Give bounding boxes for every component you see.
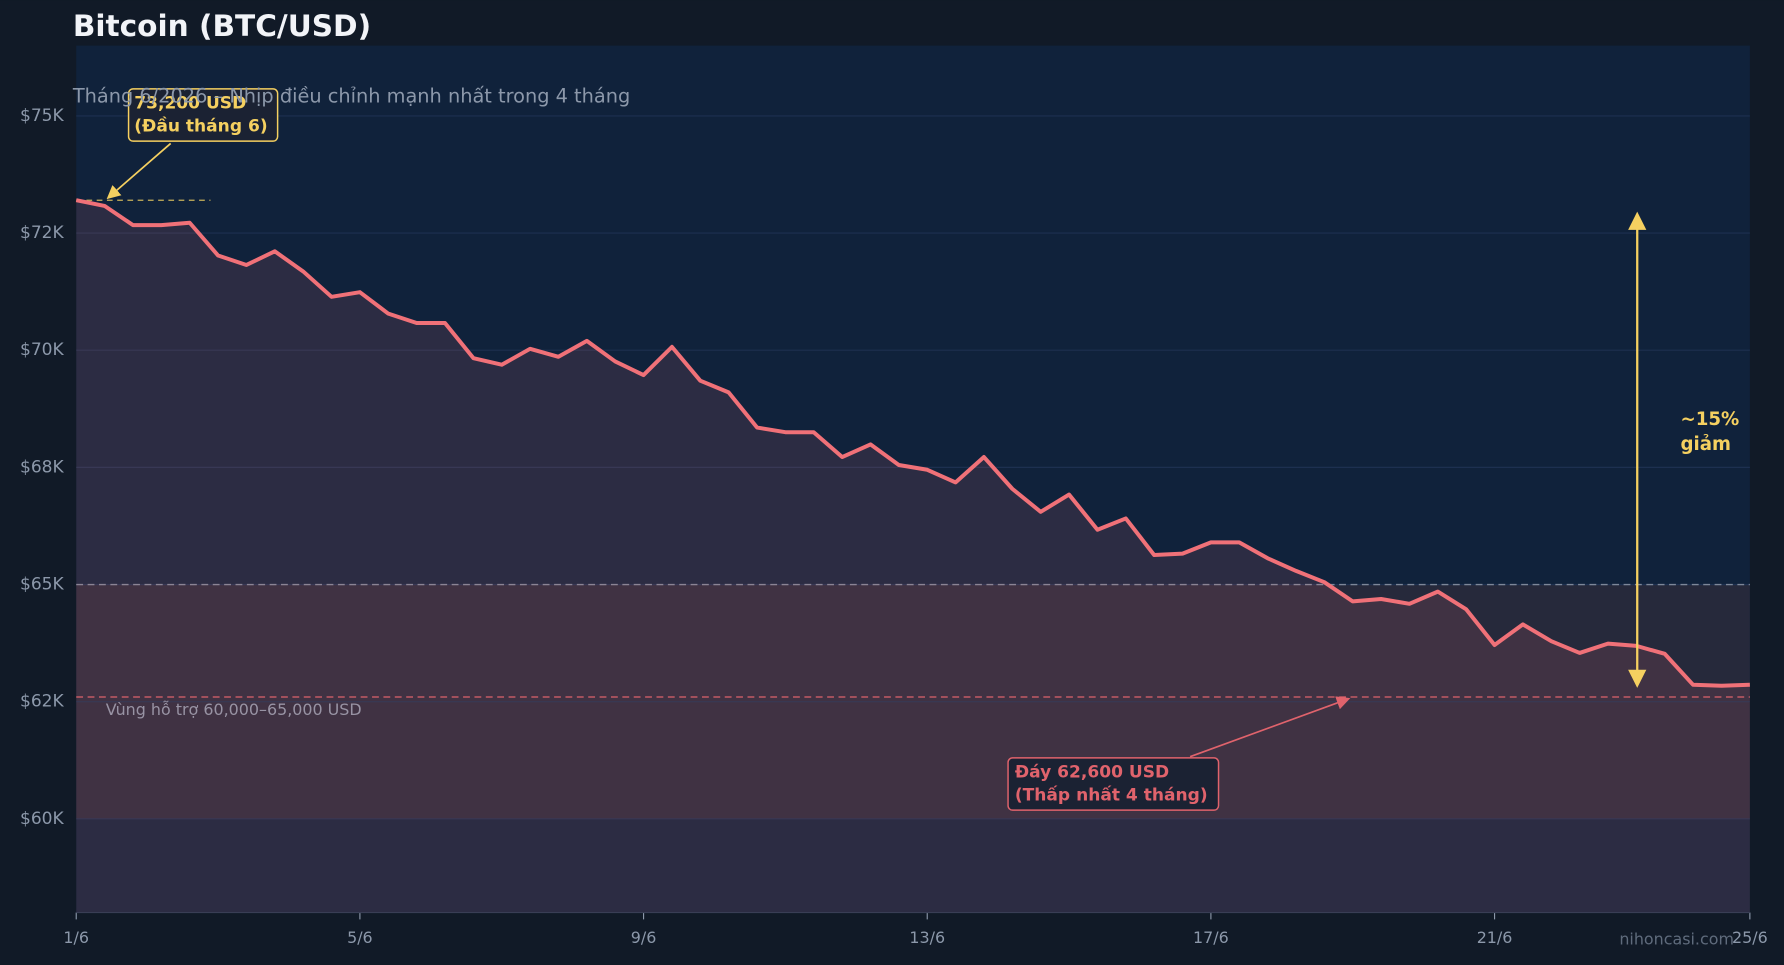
drop-label: giảm — [1680, 434, 1730, 455]
start-box — [127, 88, 279, 142]
chart-title: Bitcoin (BTC/USD) — [73, 9, 371, 43]
y-tick-label: $72K — [20, 223, 65, 243]
price-line — [75, 198, 1750, 688]
bottom-label: (Thấp nhất 4 tháng) — [1015, 784, 1208, 805]
y-tick-label: $65K — [20, 575, 65, 595]
x-tick-label: 25/6 — [1732, 928, 1768, 947]
x-tick-label: 9/6 — [631, 928, 657, 947]
bottom-box — [1007, 757, 1220, 811]
y-tick-label: $60K — [20, 809, 65, 829]
watermark: nihoncasi.com — [1619, 929, 1734, 948]
chart-subtitle: Tháng 6/2026 – Nhịp điều chỉnh mạnh nhất… — [72, 84, 630, 107]
y-tick-label: $68K — [20, 457, 65, 477]
x-tick-label: 13/6 — [909, 928, 945, 947]
y-tick-label: $62K — [20, 692, 65, 712]
start-label: (Đầu tháng 6) — [134, 115, 267, 136]
drop-label: ~15% — [1680, 409, 1739, 430]
x-tick-label: 21/6 — [1477, 928, 1513, 947]
y-tick-label: $70K — [20, 340, 65, 360]
x-tick-label: 17/6 — [1193, 928, 1229, 947]
x-tick-label: 5/6 — [347, 928, 373, 947]
bottom-arrow — [1189, 696, 1351, 758]
bottom-label: Đáy 62,600 USD — [1015, 763, 1169, 783]
start-label: 73,200 USD — [134, 94, 246, 114]
start-arrow — [106, 142, 172, 200]
x-tick-label: 1/6 — [63, 928, 89, 947]
area — [76, 200, 1750, 913]
y-tick-label: $75K — [20, 106, 65, 126]
support-label: Vùng hỗ trợ 60,000–65,000 USD — [106, 700, 362, 719]
